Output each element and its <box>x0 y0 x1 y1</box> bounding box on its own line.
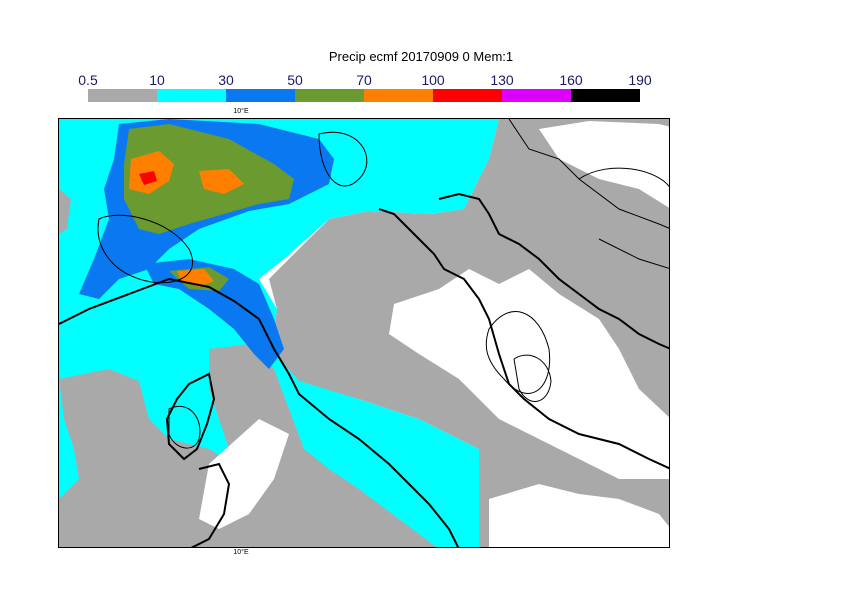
precip-field-red <box>139 171 157 185</box>
colorbar-tick-7: 160 <box>559 72 583 88</box>
colorbar-tick-8: 190 <box>628 72 652 88</box>
precip-field-white-adriatic <box>389 269 669 479</box>
precip-field-orange-2 <box>199 169 244 194</box>
coastline-sardinia <box>190 462 231 547</box>
colorbar-tick-3: 50 <box>287 72 303 88</box>
colorbar-tick-6: 130 <box>490 72 514 88</box>
coastline-italy-east <box>378 208 669 470</box>
top-longitude-label: 10°E <box>233 108 249 115</box>
precip-field-grey-southwest <box>59 369 328 547</box>
colorbar-segment-7 <box>571 89 640 102</box>
contour-line-3 <box>485 311 551 394</box>
colorbar-tick-5: 100 <box>421 72 445 88</box>
coastline-corsica <box>165 372 216 461</box>
precip-field-blue-alps <box>144 259 284 369</box>
precipitation-map <box>58 118 670 548</box>
colorbar-tick-1: 10 <box>149 72 165 88</box>
coastline-istria <box>438 192 669 350</box>
colorbar-tick-2: 30 <box>218 72 234 88</box>
colorbar-segment-5 <box>433 89 502 102</box>
precipitation-colorbar <box>88 89 640 102</box>
coastline-italy-west <box>59 277 460 547</box>
contour-line-5 <box>578 167 669 188</box>
colorbar-tick-0: 0.5 <box>78 72 98 88</box>
map-canvas <box>59 119 669 547</box>
colorbar-segment-6 <box>502 89 571 102</box>
precip-field-white-northeast <box>539 121 669 208</box>
colorbar-segment-0 <box>88 89 157 102</box>
colorbar-segment-1 <box>157 89 226 102</box>
contour-line-2 <box>318 131 368 187</box>
border-line <box>508 119 669 229</box>
contour-line <box>97 214 194 284</box>
contour-line-6 <box>168 405 201 449</box>
bottom-longitude-label: 10°E <box>233 549 249 556</box>
colorbar-tick-4: 70 <box>356 72 372 88</box>
colorbar-segment-2 <box>226 89 295 102</box>
precip-field-grey-south <box>209 344 437 547</box>
contour-line-4 <box>513 354 552 402</box>
precip-field-white-south <box>489 484 669 547</box>
border-line-2 <box>598 238 669 269</box>
precip-field-white-corsica <box>199 419 289 529</box>
precip-field-grey-west <box>59 189 71 234</box>
map-title: Precip ecmf 20170909 0 Mem:1 <box>328 49 514 64</box>
colorbar-segment-3 <box>295 89 364 102</box>
colorbar-segment-4 <box>364 89 433 102</box>
